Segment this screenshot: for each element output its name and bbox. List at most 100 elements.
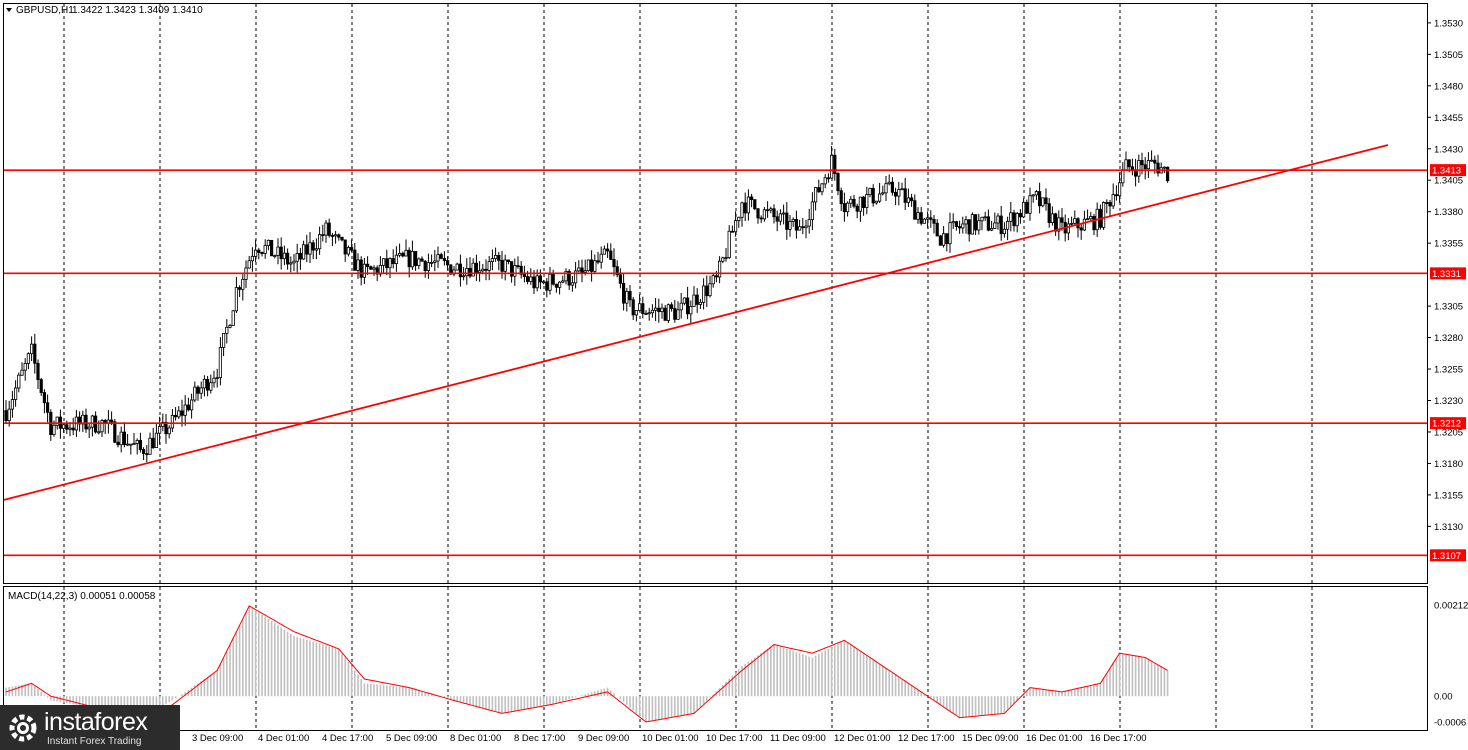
- candle-body: [113, 421, 117, 443]
- price-tick-label: 1.3530: [1434, 18, 1463, 29]
- candle-body: [343, 239, 347, 255]
- candle-body: [670, 304, 674, 309]
- time-tick-label: 10 Dec 01:00: [642, 733, 699, 744]
- symbol-dropdown-icon[interactable]: [6, 8, 12, 12]
- candle-body: [650, 309, 655, 314]
- candle-body: [46, 402, 50, 413]
- candle-body: [327, 222, 331, 236]
- candle-body: [721, 257, 725, 262]
- time-tick-label: 8 Dec 01:00: [450, 733, 501, 744]
- time-tick-label: 12 Dec 17:00: [898, 733, 955, 744]
- candle-body: [535, 275, 539, 289]
- candle-body: [359, 259, 363, 278]
- support-resistance-levels[interactable]: 1.3413 1.3331 1.3212 1.3107: [4, 164, 1466, 562]
- candle-body: [237, 287, 242, 290]
- candle-body: [484, 268, 488, 271]
- vertical-grid: [63, 4, 1313, 730]
- candle-body: [154, 432, 158, 449]
- candle-body: [618, 274, 623, 284]
- candle-body: [974, 214, 978, 231]
- candle-body: [407, 249, 411, 268]
- candle-body: [301, 244, 306, 260]
- candle-body: [634, 310, 639, 316]
- candle-body: [196, 386, 200, 394]
- macd-tick-label: 0.00: [1434, 692, 1453, 703]
- candle-body: [570, 282, 575, 286]
- candle-body: [417, 258, 421, 266]
- candle-body: [199, 387, 203, 394]
- ohlc-values: 1.3422 1.3423 1.3409 1.3410: [72, 5, 203, 16]
- candle-body: [138, 440, 142, 450]
- candle-body: [100, 420, 104, 433]
- candle-body: [218, 347, 222, 378]
- candle-body: [564, 270, 568, 282]
- macd-signal-line-group: [5, 605, 1168, 723]
- candle-body: [753, 199, 757, 210]
- candle-body: [1060, 217, 1064, 223]
- candle-body: [177, 410, 181, 418]
- candle-body: [1114, 194, 1118, 197]
- candle-body: [381, 258, 386, 266]
- trendline-group[interactable]: [3, 144, 1389, 501]
- candle-body: [583, 270, 587, 273]
- candle-body: [727, 230, 731, 258]
- candle-body: [1124, 159, 1128, 171]
- candle-body: [129, 443, 133, 446]
- candle-body: [1025, 201, 1029, 214]
- candle-body: [62, 424, 66, 429]
- candle-body: [1111, 194, 1115, 207]
- candle-body: [1137, 160, 1141, 177]
- candle-body: [308, 242, 312, 255]
- candle-body: [801, 226, 805, 229]
- candle-body: [874, 200, 879, 204]
- candles: [4, 145, 1170, 463]
- candle-body: [1127, 159, 1131, 168]
- candle-body: [52, 424, 56, 435]
- candle-body: [631, 299, 635, 316]
- candle-body: [372, 267, 376, 270]
- candle-body: [241, 278, 245, 290]
- candle-body: [756, 208, 760, 219]
- time-tick-label: 4 Dec 01:00: [258, 733, 309, 744]
- candle-body: [1143, 164, 1147, 170]
- candle-body: [394, 254, 399, 265]
- candle-body: [833, 154, 837, 174]
- candle-body: [628, 291, 632, 301]
- candle-body: [433, 260, 437, 263]
- candle-body: [906, 197, 911, 203]
- candle-body: [964, 219, 968, 225]
- candle-body: [317, 234, 322, 250]
- logo-brand: instaforex: [44, 708, 148, 736]
- candle-body: [493, 255, 498, 260]
- time-tick-label: 16 Dec 01:00: [1026, 733, 1083, 744]
- candle-body: [1140, 160, 1144, 166]
- candle-body: [734, 220, 738, 233]
- candle-body: [830, 154, 834, 179]
- candle-body: [436, 254, 440, 262]
- price-tick-label: 1.3380: [1434, 207, 1463, 218]
- candle-body: [820, 183, 824, 193]
- candle-body: [413, 251, 418, 266]
- candle-body: [798, 226, 802, 231]
- candle-body: [580, 267, 584, 273]
- candle-body: [365, 263, 370, 268]
- candle-body: [532, 276, 536, 289]
- candle-body: [90, 415, 94, 428]
- price-tick-label: 1.3130: [1434, 522, 1463, 533]
- candle-body: [1073, 218, 1077, 224]
- candle-body: [250, 255, 254, 262]
- candle-body: [1050, 213, 1054, 224]
- candle-body: [266, 239, 271, 246]
- candle-body: [935, 222, 939, 237]
- candle-body: [686, 297, 690, 315]
- candle-body: [772, 208, 776, 218]
- time-tick-label: 3 Dec 09:00: [192, 733, 243, 744]
- candle-body: [481, 268, 485, 272]
- candle-body: [122, 431, 126, 445]
- candle-body: [702, 285, 706, 303]
- candle-body: [542, 281, 546, 284]
- candle-body: [215, 377, 219, 379]
- candle-body: [929, 217, 933, 220]
